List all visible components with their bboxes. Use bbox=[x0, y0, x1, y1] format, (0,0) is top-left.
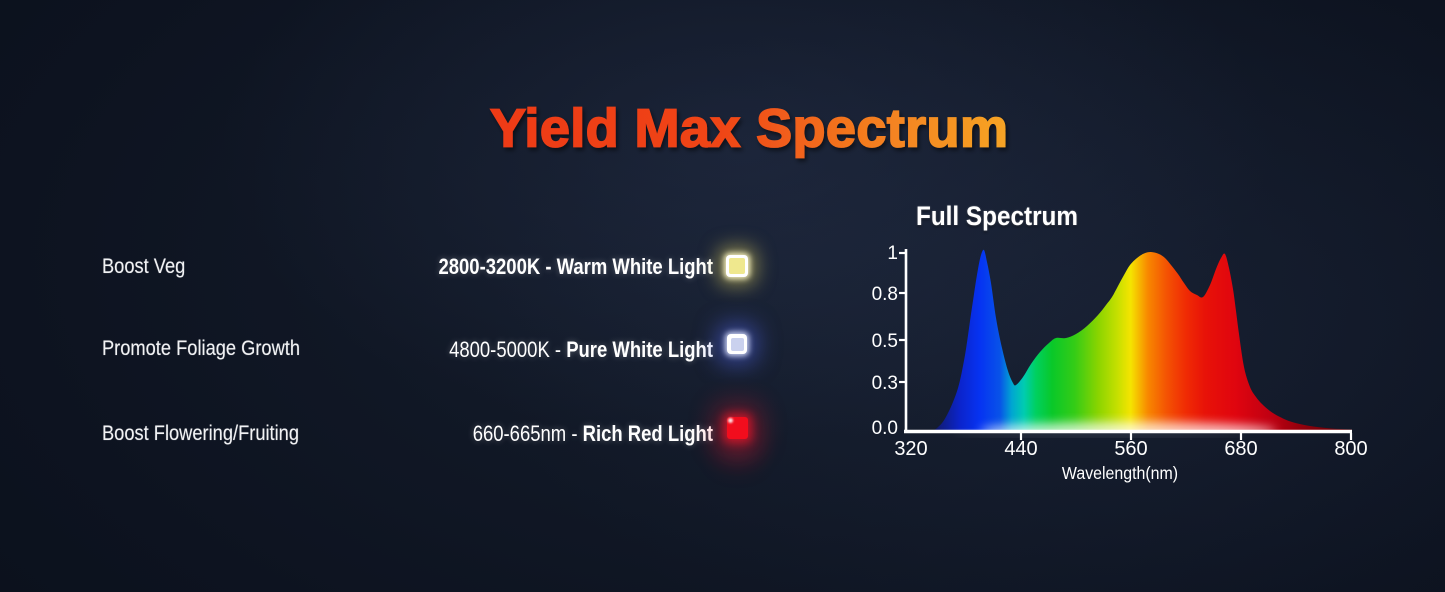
svg-text:0.8: 0.8 bbox=[872, 284, 898, 305]
svg-text:680: 680 bbox=[1224, 438, 1257, 460]
svg-text:800: 800 bbox=[1334, 438, 1367, 460]
svg-text:560: 560 bbox=[1114, 438, 1147, 460]
svg-text:0.5: 0.5 bbox=[872, 331, 898, 352]
svg-text:0.0: 0.0 bbox=[872, 418, 898, 439]
svg-text:440: 440 bbox=[1004, 438, 1037, 460]
svg-text:Wavelength(nm): Wavelength(nm) bbox=[1062, 463, 1178, 483]
svg-text:1: 1 bbox=[887, 243, 898, 264]
svg-text:0.3: 0.3 bbox=[872, 373, 898, 394]
svg-text:Yield Max Spectrum: Yield Max Spectrum bbox=[490, 99, 1008, 159]
svg-text:320: 320 bbox=[894, 438, 927, 460]
